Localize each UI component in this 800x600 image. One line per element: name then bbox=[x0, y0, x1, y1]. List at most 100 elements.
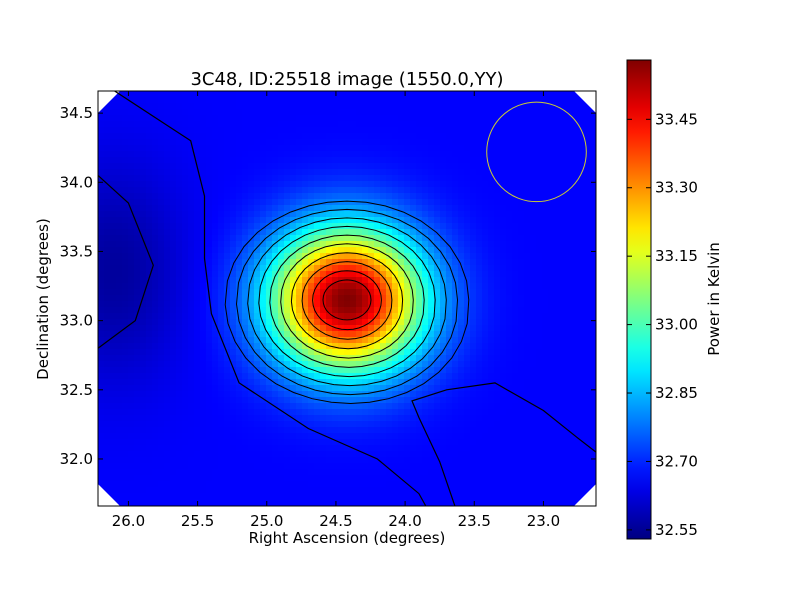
heatmap-cell bbox=[476, 355, 483, 362]
heatmap-cell bbox=[416, 121, 423, 128]
heatmap-cell bbox=[434, 415, 441, 422]
heatmap-cell bbox=[194, 169, 201, 176]
heatmap-cell bbox=[134, 439, 141, 446]
heatmap-cell bbox=[122, 133, 129, 140]
heatmap-cell bbox=[134, 391, 141, 398]
heatmap-cell bbox=[410, 421, 417, 428]
heatmap-cell bbox=[542, 247, 549, 254]
heatmap-cell bbox=[236, 403, 243, 410]
heatmap-cell bbox=[314, 91, 321, 98]
heatmap-cell bbox=[470, 265, 477, 272]
heatmap-cell bbox=[104, 265, 111, 272]
heatmap-cell bbox=[188, 355, 195, 362]
heatmap-cell bbox=[560, 109, 567, 116]
heatmap-cell bbox=[590, 283, 596, 290]
heatmap-cell bbox=[314, 115, 321, 122]
heatmap-cell bbox=[170, 103, 177, 110]
heatmap-cell bbox=[194, 223, 201, 230]
heatmap-cell bbox=[140, 409, 147, 416]
heatmap-cell bbox=[476, 187, 483, 194]
heatmap-cell bbox=[584, 337, 591, 344]
heatmap-cell bbox=[218, 151, 225, 158]
heatmap-cell bbox=[266, 373, 273, 380]
heatmap-cell bbox=[374, 157, 381, 164]
heatmap-cell bbox=[224, 259, 231, 266]
heatmap-cell bbox=[566, 385, 573, 392]
heatmap-cell bbox=[482, 445, 489, 452]
heatmap-cell bbox=[158, 427, 165, 434]
heatmap-cell bbox=[302, 445, 309, 452]
heatmap-cell bbox=[278, 223, 285, 230]
heatmap-cell bbox=[134, 421, 141, 428]
heatmap-cell bbox=[314, 331, 321, 338]
heatmap-cell bbox=[134, 433, 141, 440]
heatmap-cell bbox=[434, 385, 441, 392]
heatmap-cell bbox=[350, 343, 357, 350]
heatmap-cell bbox=[578, 193, 585, 200]
heatmap-cell bbox=[374, 415, 381, 422]
heatmap-cell bbox=[422, 193, 429, 200]
heatmap-cell bbox=[572, 181, 579, 188]
heatmap-cell bbox=[434, 319, 441, 326]
heatmap-cell bbox=[278, 445, 285, 452]
heatmap-cell bbox=[458, 133, 465, 140]
heatmap-cell bbox=[98, 349, 105, 356]
heatmap-cell bbox=[206, 247, 213, 254]
heatmap-cell bbox=[422, 109, 429, 116]
heatmap-cell bbox=[266, 259, 273, 266]
heatmap-cell bbox=[590, 181, 596, 188]
heatmap-cell bbox=[524, 91, 531, 98]
heatmap-cell bbox=[164, 379, 171, 386]
heatmap-cell bbox=[560, 241, 567, 248]
heatmap-cell bbox=[266, 115, 273, 122]
heatmap-cell bbox=[260, 409, 267, 416]
heatmap-cell bbox=[134, 193, 141, 200]
heatmap-cell bbox=[488, 241, 495, 248]
heatmap-cell bbox=[152, 97, 159, 104]
heatmap-cell bbox=[152, 391, 159, 398]
heatmap-cell bbox=[440, 139, 447, 146]
heatmap-cell bbox=[392, 361, 399, 368]
heatmap-cell bbox=[542, 271, 549, 278]
heatmap-cell bbox=[494, 115, 501, 122]
heatmap-cell bbox=[350, 397, 357, 404]
heatmap-cell bbox=[578, 121, 585, 128]
heatmap-cell bbox=[182, 109, 189, 116]
heatmap-cell bbox=[356, 241, 363, 248]
heatmap-cell bbox=[278, 199, 285, 206]
heatmap-cell bbox=[116, 115, 123, 122]
heatmap-cell bbox=[260, 163, 267, 170]
heatmap-cell bbox=[170, 295, 177, 302]
heatmap-cell bbox=[374, 205, 381, 212]
heatmap-cell bbox=[218, 253, 225, 260]
heatmap-cell bbox=[344, 439, 351, 446]
heatmap-cell bbox=[140, 277, 147, 284]
heatmap-cell bbox=[122, 295, 129, 302]
heatmap-cell bbox=[446, 169, 453, 176]
heatmap-cell bbox=[230, 121, 237, 128]
heatmap-cell bbox=[344, 397, 351, 404]
heatmap-cell bbox=[578, 265, 585, 272]
heatmap-cell bbox=[524, 247, 531, 254]
heatmap-cell bbox=[572, 205, 579, 212]
heatmap-cell bbox=[128, 361, 135, 368]
heatmap-cell bbox=[224, 187, 231, 194]
heatmap-cell bbox=[506, 253, 513, 260]
heatmap-cell bbox=[338, 109, 345, 116]
heatmap-cell bbox=[134, 151, 141, 158]
heatmap-cell bbox=[452, 97, 459, 104]
heatmap-cell bbox=[266, 163, 273, 170]
heatmap-cell bbox=[266, 175, 273, 182]
heatmap-cell bbox=[464, 373, 471, 380]
heatmap-cell bbox=[548, 217, 555, 224]
heatmap-cell bbox=[320, 361, 327, 368]
heatmap-cell bbox=[464, 127, 471, 134]
heatmap-cell bbox=[440, 283, 447, 290]
heatmap-cell bbox=[434, 91, 441, 98]
heatmap-cell bbox=[200, 103, 207, 110]
heatmap-cell bbox=[524, 151, 531, 158]
heatmap-cell bbox=[308, 199, 315, 206]
heatmap-cell bbox=[332, 163, 339, 170]
heatmap-cell bbox=[512, 295, 519, 302]
heatmap-cell bbox=[164, 241, 171, 248]
